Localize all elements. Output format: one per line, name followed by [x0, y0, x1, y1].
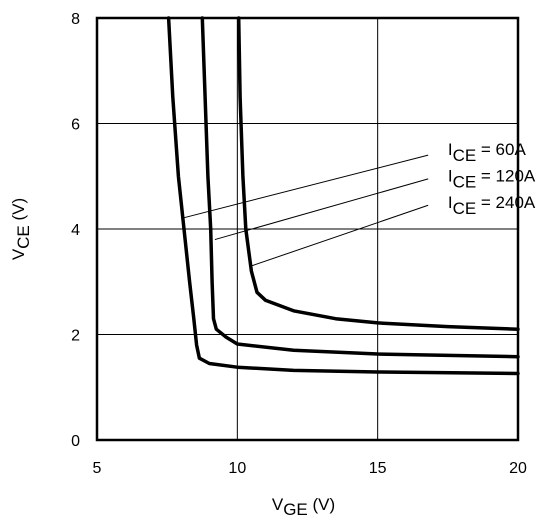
annotation-label-1: ICE = 60A [448, 140, 527, 165]
plot-frame [95, 16, 520, 442]
y-axis-label-sub: CE [14, 225, 33, 249]
annotation-label-main: I [448, 140, 453, 159]
annotation-label-rest: = 120A [476, 167, 536, 186]
annotation-label-sub: CE [453, 199, 477, 218]
annotation-label-2: ICE = 120A [448, 167, 536, 192]
tick-labels: 5 10 15 20 0 2 4 6 8 [71, 11, 527, 477]
y-tick-label-2: 2 [71, 328, 80, 345]
y-axis-label-unit: (V) [9, 198, 28, 225]
y-axis-label-main: V [9, 248, 28, 260]
series-line-1 [166, 16, 520, 376]
grid-lines [97, 18, 518, 440]
x-tick-label-20: 20 [509, 460, 527, 477]
annotation-bg-1 [436, 139, 536, 162]
annotation-label-sub: CE [453, 173, 477, 192]
annotation-label-rest: = 60A [476, 140, 526, 159]
y-axis-label: VCE (V) [9, 198, 33, 260]
x-axis-label: VGE (V) [272, 495, 335, 519]
annotation-label-sub: CE [453, 146, 477, 165]
annotation-label-3: ICE = 240A [448, 193, 536, 218]
x-axis-label-sub: GE [283, 500, 308, 519]
series-curves [166, 16, 520, 376]
series-line-2 [200, 16, 520, 359]
x-tick-label-15: 15 [369, 460, 387, 477]
annotation-label-rest: = 240A [476, 193, 536, 212]
annotation-bg-2 [436, 165, 536, 188]
leader-line-1 [181, 154, 429, 219]
annotation-label-main: I [448, 193, 453, 212]
y-tick-label-0: 0 [71, 433, 80, 450]
x-tick-label-5: 5 [93, 460, 102, 477]
annotation-label-main: I [448, 167, 453, 186]
annotation-bg-3 [436, 191, 536, 214]
y-tick-label-4: 4 [71, 222, 80, 239]
leader-line-2 [214, 178, 429, 241]
series-line-3 [236, 16, 520, 331]
x-tick-label-10: 10 [228, 460, 246, 477]
x-axis-label-main: V [272, 495, 284, 514]
x-axis-label-unit: (V) [308, 495, 335, 514]
y-tick-label-6: 6 [71, 117, 80, 134]
y-tick-label-8: 8 [71, 11, 80, 28]
leader-line-3 [251, 204, 429, 267]
